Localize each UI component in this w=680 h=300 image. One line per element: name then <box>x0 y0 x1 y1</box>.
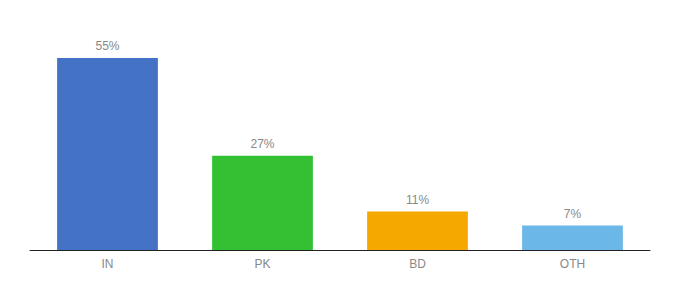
svg-text:7%: 7% <box>564 207 582 221</box>
svg-text:IN: IN <box>102 257 114 271</box>
svg-text:11%: 11% <box>406 193 429 207</box>
svg-text:OTH: OTH <box>560 257 585 271</box>
svg-text:55%: 55% <box>95 39 119 53</box>
svg-text:BD: BD <box>409 257 426 271</box>
svg-text:27%: 27% <box>250 137 274 151</box>
svg-text:PK: PK <box>254 257 270 271</box>
